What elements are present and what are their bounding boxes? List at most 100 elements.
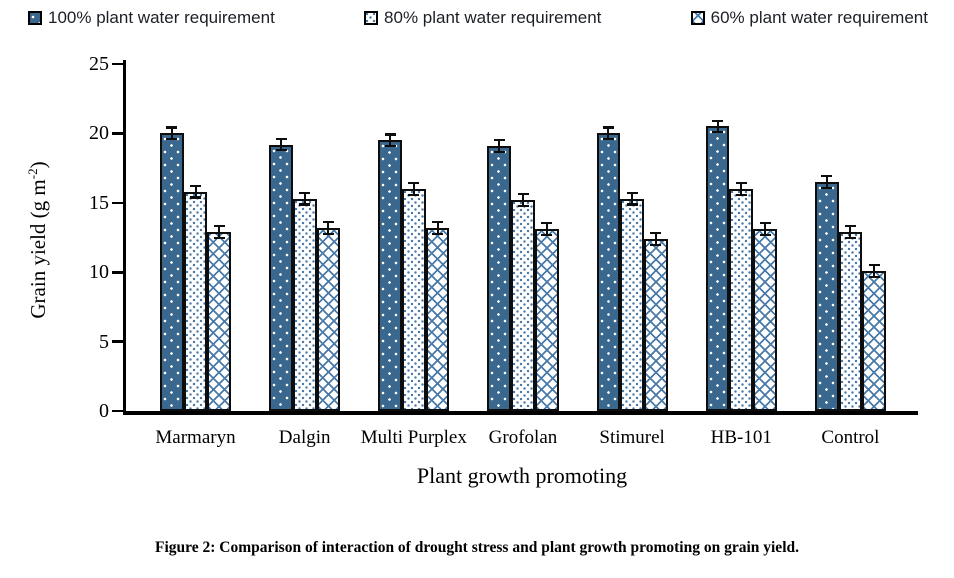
error-bar-line <box>545 222 548 237</box>
error-bar-cap-top <box>868 263 880 267</box>
error-bar-cap-bottom <box>650 243 662 246</box>
error-bar-cap-bottom <box>759 233 771 237</box>
bar-slot <box>814 68 839 411</box>
y-tick-label: 15 <box>89 191 109 214</box>
error-bar-cap-bottom <box>626 203 638 206</box>
error-bar-line <box>303 191 306 206</box>
error-bar-line <box>825 175 828 189</box>
error-bar <box>190 184 202 199</box>
error-bar-cap-bottom <box>541 233 553 237</box>
x-axis-labels: Marmaryn Dalgin Multi Purplex Grofolan Stimu… <box>126 427 918 449</box>
error-bar-cap-bottom <box>517 204 529 207</box>
bar-slot <box>207 68 232 411</box>
bar <box>511 200 535 411</box>
error-bar-line <box>389 133 392 148</box>
bar <box>596 133 621 411</box>
error-bar-cap-top <box>432 220 444 224</box>
y-tick-mark <box>112 270 123 274</box>
error-bar-cap-bottom <box>166 138 178 141</box>
error-bar <box>712 119 724 134</box>
error-bar-cap-top <box>650 231 662 235</box>
bar-slot <box>269 68 293 411</box>
x-category-label: Stimurel <box>599 427 665 448</box>
legend-item-80: 80% plant water requirement <box>364 8 601 28</box>
bar <box>487 145 512 411</box>
bar <box>729 188 754 411</box>
error-bar-cap-bottom <box>384 145 396 148</box>
error-bar-line <box>522 193 524 207</box>
bar-group <box>487 68 559 411</box>
error-bar-cap-bottom <box>432 232 444 235</box>
error-bar <box>517 193 529 207</box>
error-bar-cap-top <box>408 182 420 185</box>
figure-caption: Figure 2: Comparison of interaction of d… <box>154 539 799 556</box>
error-bar <box>602 126 614 141</box>
error-bar-cap-top <box>322 220 334 224</box>
legend: 100% plant water requirement 80% plant w… <box>28 8 928 28</box>
legend-swatch-80-icon <box>364 11 379 25</box>
error-bar <box>384 133 396 148</box>
error-bar <box>759 222 771 237</box>
error-bar-cap-bottom <box>190 196 202 199</box>
error-bar-cap-top <box>384 133 396 136</box>
x-axis-title: Plant growth promoting <box>416 463 628 488</box>
error-bar-line <box>194 184 197 199</box>
bar <box>207 231 232 411</box>
bar-groups <box>126 68 918 411</box>
error-bar-cap-top <box>166 126 178 129</box>
bar-slot <box>620 68 644 411</box>
error-bar-cap-bottom <box>712 131 724 134</box>
error-bar-cap-bottom <box>322 232 334 235</box>
bar-group <box>705 68 777 411</box>
legend-swatch-60-icon <box>690 11 705 25</box>
bar-slot <box>425 68 450 411</box>
y-tick-mark <box>112 409 123 413</box>
y-tick-label: 25 <box>89 53 109 75</box>
error-bar <box>626 191 638 206</box>
error-bar <box>821 175 833 189</box>
bar-slot <box>378 68 402 411</box>
error-bar-cap-top <box>517 193 529 196</box>
x-category-label: Multi Purplex <box>360 427 467 448</box>
error-bar-line <box>498 138 501 153</box>
y-axis-title-sup: -2 <box>25 167 40 179</box>
legend-item-100: 100% plant water requirement <box>28 8 275 28</box>
bar-slot <box>596 68 621 411</box>
error-bar-line <box>740 182 743 196</box>
bar <box>644 238 668 411</box>
x-category-label: Dalgin <box>278 427 331 448</box>
error-bar-cap-bottom <box>213 236 225 239</box>
error-bar <box>541 222 553 237</box>
error-bar-cap-top <box>844 225 856 228</box>
bar-slot <box>705 68 730 411</box>
y-axis-title-close: ) <box>26 160 50 168</box>
y-axis-title: Grain yield (g m-2) <box>25 161 51 318</box>
error-bar-cap-bottom <box>408 193 420 196</box>
error-bar-line <box>436 220 439 235</box>
legend-swatch-100-icon <box>28 11 42 25</box>
error-bar <box>868 263 880 278</box>
error-bar-cap-bottom <box>275 149 287 152</box>
error-bar-line <box>849 225 852 239</box>
error-bar <box>166 126 178 141</box>
bar-slot <box>862 68 886 411</box>
error-bar <box>650 231 662 246</box>
error-bar-line <box>716 119 719 134</box>
error-bar-cap-top <box>759 222 771 225</box>
bar-slot <box>729 68 754 411</box>
bar <box>316 227 341 411</box>
bar <box>425 227 450 411</box>
bar <box>269 144 293 411</box>
error-bar-line <box>654 231 657 246</box>
x-category-label: Grofolan <box>488 427 558 448</box>
error-bar <box>408 182 420 196</box>
legend-label-100: 100% plant water requirement <box>48 8 275 27</box>
error-bar-cap-top <box>735 182 747 185</box>
bar-slot <box>838 68 863 411</box>
bar-slot <box>487 68 512 411</box>
bar <box>160 133 184 411</box>
y-tick-mark <box>112 132 123 135</box>
error-bar-line <box>607 126 610 141</box>
bar-group <box>814 68 886 411</box>
